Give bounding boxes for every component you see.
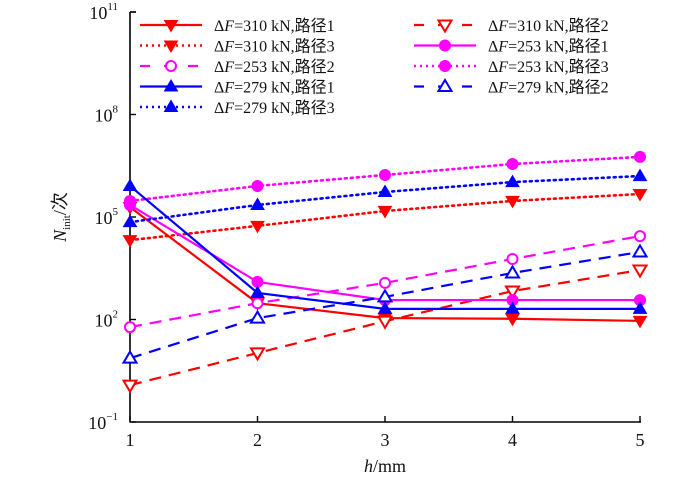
x-tick-label: 1 xyxy=(126,430,135,450)
legend-item: ΔF=279 kN,路径1 xyxy=(140,79,335,97)
axes: 10−1 102 105 108 1011 1 2 3 4 5 xyxy=(88,1,644,450)
data-point xyxy=(504,264,521,279)
series-7 xyxy=(121,243,649,364)
data-point xyxy=(505,313,520,327)
y-axis-title: Ninit/次 xyxy=(50,192,73,243)
legend-item: ΔF=310 kN,路径2 xyxy=(414,17,609,35)
series-line xyxy=(128,155,642,203)
data-point xyxy=(379,276,391,289)
series-8 xyxy=(122,168,648,228)
legend-label: ΔF=279 kN,路径2 xyxy=(488,79,609,97)
data-point xyxy=(376,288,394,303)
x-tick-label: 4 xyxy=(508,430,517,450)
legend-label: ΔF=310 kN,路径1 xyxy=(214,17,335,35)
data-point xyxy=(250,285,265,298)
data-point xyxy=(121,349,139,364)
data-point xyxy=(505,301,520,314)
data-point xyxy=(124,321,136,334)
x-tick-label: 2 xyxy=(253,430,262,450)
legend-item: ΔF=310 kN,路径1 xyxy=(140,17,335,35)
data-point xyxy=(632,315,648,329)
x-tick-label: 5 xyxy=(636,430,645,450)
legend-marker xyxy=(165,60,177,72)
y-tick-label: 108 xyxy=(95,104,119,126)
legend-item: ΔF=253 kN,路径2 xyxy=(140,58,335,76)
legend-marker xyxy=(163,40,179,53)
legend-label: ΔF=279 kN,路径1 xyxy=(214,79,335,97)
data-point xyxy=(379,168,391,181)
legend-marker xyxy=(163,79,179,92)
legend-item: ΔF=279 kN,路径3 xyxy=(140,99,335,117)
series-line xyxy=(128,192,642,242)
data-point xyxy=(506,252,519,265)
legend-label: ΔF=310 kN,路径3 xyxy=(214,38,335,56)
data-point xyxy=(250,220,265,234)
data-point xyxy=(249,347,266,362)
data-point xyxy=(122,178,138,192)
legend-background xyxy=(138,16,568,136)
series-4 xyxy=(124,230,646,334)
series-1 xyxy=(121,264,649,394)
legend-label: ΔF=253 kN,路径3 xyxy=(488,58,609,76)
data-point xyxy=(632,168,648,182)
legend-marker xyxy=(439,60,451,72)
series-5 xyxy=(124,150,646,207)
legend-marker xyxy=(436,78,454,93)
data-point xyxy=(631,264,649,279)
series-6 xyxy=(122,178,648,314)
legend-item: ΔF=279 kN,路径2 xyxy=(414,78,609,97)
legend-label: ΔF=253 kN,路径2 xyxy=(214,58,335,76)
legend-label: ΔF=310 kN,路径2 xyxy=(488,17,609,35)
data-point xyxy=(249,309,266,324)
y-tick-label: 102 xyxy=(95,309,119,331)
y-tick-label: 105 xyxy=(95,206,119,228)
data-point xyxy=(124,194,136,207)
data-point xyxy=(377,301,393,314)
data-point xyxy=(251,179,264,192)
legend-item: ΔF=253 kN,路径1 xyxy=(414,38,609,56)
data-point xyxy=(122,235,138,248)
legend-item: ΔF=310 kN,路径3 xyxy=(140,38,335,56)
data-point xyxy=(251,297,264,310)
legend-marker xyxy=(436,19,454,34)
data-point xyxy=(377,205,393,219)
data-point xyxy=(377,184,393,198)
legend-marker xyxy=(163,19,179,33)
legend: ΔF=310 kN,路径1 ΔF=310 kN,路径2 ΔF=310 kN,路径3 Δ… xyxy=(138,16,609,136)
series-line xyxy=(129,235,641,329)
data-point xyxy=(631,243,649,258)
y-tick-label: 10−1 xyxy=(88,411,118,433)
series-2 xyxy=(122,188,648,248)
legend-label: ΔF=279 kN,路径3 xyxy=(214,99,335,117)
data-point xyxy=(122,214,138,228)
data-point xyxy=(505,174,520,188)
x-tick-label: 3 xyxy=(381,430,390,450)
data-point xyxy=(506,158,519,171)
data-point xyxy=(634,230,646,243)
data-point xyxy=(504,285,521,300)
data-point xyxy=(505,195,520,209)
data-point xyxy=(634,150,646,163)
data-point xyxy=(121,379,139,394)
x-axis-title: h/mm xyxy=(364,456,406,476)
legend-item: ΔF=253 kN,路径3 xyxy=(414,58,609,76)
data-point xyxy=(632,301,648,314)
data-point xyxy=(250,197,265,211)
legend-label: ΔF=253 kN,路径1 xyxy=(488,38,609,56)
data-point xyxy=(632,188,648,202)
data-point xyxy=(376,315,394,330)
series-layer xyxy=(121,150,649,394)
y-tick-label: 1011 xyxy=(89,1,118,23)
legend-marker xyxy=(439,39,451,52)
legend-marker xyxy=(163,99,179,113)
